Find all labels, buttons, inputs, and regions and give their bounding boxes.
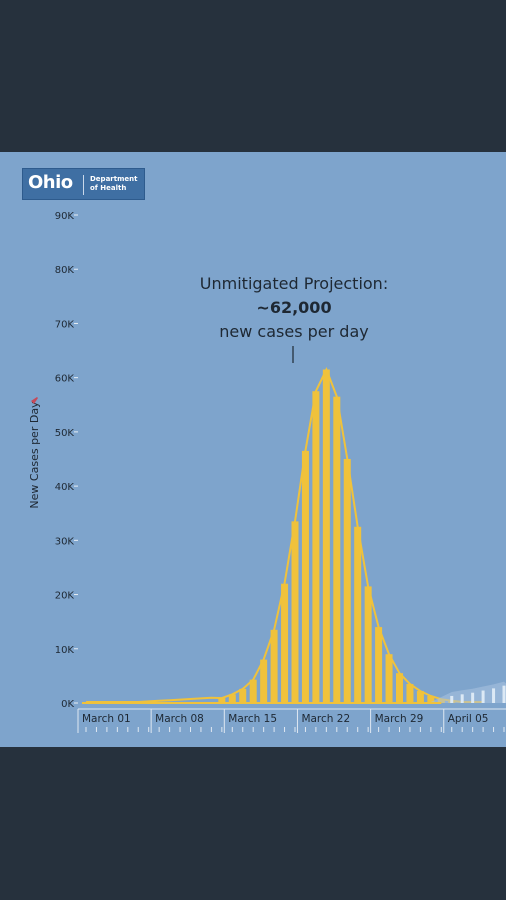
y-tick-label: 10K bbox=[55, 645, 75, 656]
y-tick-label: 80K bbox=[55, 265, 75, 276]
logo-subtitle-line1: Department bbox=[90, 175, 138, 183]
bar bbox=[270, 629, 278, 703]
x-tick-label: March 15 bbox=[228, 713, 277, 725]
bar bbox=[291, 521, 299, 703]
y-tick-label: 0K bbox=[61, 699, 74, 710]
logo-subtitle-line2: of Health bbox=[90, 184, 127, 192]
pin-icon bbox=[31, 397, 38, 404]
bar bbox=[301, 450, 309, 703]
y-tick-label: 20K bbox=[55, 591, 75, 602]
bar bbox=[343, 459, 351, 703]
bar bbox=[333, 396, 341, 703]
bar bbox=[228, 694, 236, 703]
y-tick-label: 90K bbox=[55, 211, 75, 222]
logo-divider bbox=[83, 175, 84, 195]
bar bbox=[260, 659, 268, 703]
x-tick-label: April 05 bbox=[448, 713, 489, 725]
bar bbox=[281, 583, 289, 703]
chart-panel bbox=[0, 152, 506, 747]
bar bbox=[239, 688, 247, 703]
mitigated-bar bbox=[481, 690, 485, 703]
ohio-department-of-health-logo: Ohio Department of Health bbox=[22, 168, 145, 200]
y-tick-label: 70K bbox=[55, 319, 75, 330]
annotation-title: Unmitigated Projection: bbox=[199, 274, 389, 293]
projection-annotation: Unmitigated Projection: ~62,000 new case… bbox=[184, 272, 404, 344]
bar bbox=[375, 627, 383, 703]
x-tick-label: March 08 bbox=[155, 713, 204, 725]
mitigated-bar bbox=[502, 685, 506, 703]
x-tick-label: March 22 bbox=[301, 713, 350, 725]
bar bbox=[396, 673, 403, 703]
bar bbox=[312, 391, 320, 703]
bar bbox=[364, 586, 372, 703]
y-tick-label: 60K bbox=[55, 374, 75, 385]
mitigated-bar bbox=[471, 692, 475, 703]
y-tick-label: 30K bbox=[55, 536, 75, 547]
mitigated-bar bbox=[460, 694, 464, 703]
x-tick-label: March 01 bbox=[82, 713, 131, 725]
y-axis-title: New Cases per Day bbox=[28, 401, 41, 509]
bar bbox=[427, 695, 435, 703]
mitigated-bar bbox=[450, 695, 454, 703]
mitigated-area bbox=[430, 681, 506, 703]
y-tick-label: 50K bbox=[55, 428, 75, 439]
logo-subtitle: Department of Health bbox=[90, 175, 137, 193]
projection-curve bbox=[86, 366, 484, 703]
x-tick-label: March 29 bbox=[375, 713, 424, 725]
bar bbox=[218, 698, 226, 703]
bar bbox=[354, 526, 362, 703]
y-tick-label: 40K bbox=[55, 482, 75, 493]
bar bbox=[322, 369, 330, 703]
logo-wordmark: Ohio bbox=[28, 172, 73, 193]
bar bbox=[249, 679, 257, 703]
mitigated-bar bbox=[492, 688, 496, 703]
annotation-value: ~62,000 bbox=[256, 298, 332, 317]
annotation-subtitle: new cases per day bbox=[219, 322, 369, 341]
bar bbox=[385, 654, 393, 703]
bar bbox=[406, 684, 414, 703]
bar bbox=[416, 691, 424, 703]
